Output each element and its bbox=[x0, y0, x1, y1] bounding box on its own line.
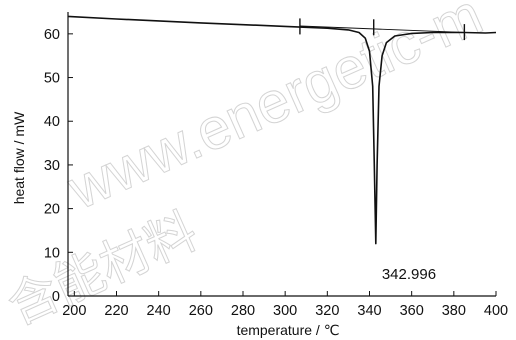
x-tick-label: 240 bbox=[147, 303, 171, 319]
baseline-line bbox=[299, 25, 465, 33]
x-tick-label: 380 bbox=[442, 303, 466, 319]
x-axis-label: temperature / ℃ bbox=[237, 322, 340, 338]
watermark-text-cn: 含能材料 bbox=[0, 203, 205, 336]
heat-flow-curve bbox=[67, 15, 497, 245]
x-tick-label: 320 bbox=[315, 303, 339, 319]
x-tick-label: 200 bbox=[62, 303, 86, 319]
y-tick-label: 10 bbox=[44, 245, 60, 261]
x-tick-label: 260 bbox=[189, 303, 213, 319]
y-tick-labels: 0 10 20 30 40 50 60 bbox=[44, 27, 60, 305]
y-tick-label: 20 bbox=[44, 202, 60, 218]
watermark: www.energetic-m 含能材料 bbox=[0, 0, 492, 336]
marker-group bbox=[299, 18, 466, 41]
x-tick-label: 220 bbox=[104, 303, 128, 319]
y-tick-label: 60 bbox=[44, 27, 60, 43]
series-group bbox=[67, 15, 497, 245]
y-tick-label: 30 bbox=[44, 158, 60, 174]
y-axis-label: heat flow / mW bbox=[11, 111, 27, 204]
y-tick-label: 50 bbox=[44, 71, 60, 87]
y-tick-label: 0 bbox=[52, 289, 60, 305]
y-tick-label: 40 bbox=[44, 114, 60, 130]
x-tick-label: 400 bbox=[484, 303, 508, 319]
x-tick-label: 340 bbox=[357, 303, 381, 319]
x-tick-label: 280 bbox=[231, 303, 255, 319]
axes bbox=[67, 12, 496, 297]
x-tick-label: 300 bbox=[273, 303, 297, 319]
peak-label: 342.996 bbox=[382, 266, 436, 283]
x-tick-label: 360 bbox=[400, 303, 424, 319]
x-tick-labels: 200 220 240 260 280 300 320 340 360 380 400 bbox=[62, 303, 508, 319]
annotation-group: 342.996 bbox=[382, 266, 436, 283]
tick-marks bbox=[68, 33, 497, 297]
